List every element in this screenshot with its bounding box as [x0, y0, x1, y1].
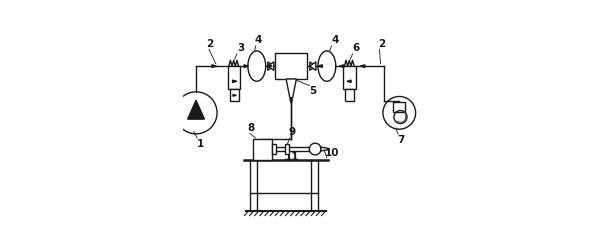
- Bar: [272, 144, 276, 154]
- Text: 1: 1: [197, 138, 205, 149]
- Bar: [343, 66, 356, 90]
- Polygon shape: [268, 65, 272, 67]
- Text: 10: 10: [325, 148, 339, 158]
- Polygon shape: [233, 80, 237, 82]
- Polygon shape: [244, 65, 248, 67]
- Text: 5: 5: [310, 86, 317, 96]
- Ellipse shape: [318, 51, 336, 81]
- Polygon shape: [188, 100, 205, 119]
- Text: 4: 4: [254, 35, 262, 45]
- Bar: [227, 66, 241, 90]
- Text: 11: 11: [285, 152, 299, 162]
- Bar: [230, 90, 239, 101]
- Polygon shape: [347, 80, 351, 82]
- Bar: [275, 53, 307, 79]
- Polygon shape: [212, 65, 217, 67]
- Polygon shape: [233, 94, 236, 96]
- Polygon shape: [286, 79, 296, 98]
- Polygon shape: [321, 147, 328, 151]
- Polygon shape: [339, 65, 344, 67]
- Text: 9: 9: [289, 127, 296, 137]
- Bar: [253, 138, 272, 160]
- Bar: [345, 90, 354, 101]
- Text: 4: 4: [332, 35, 339, 45]
- Polygon shape: [268, 62, 274, 70]
- Polygon shape: [310, 62, 316, 70]
- Text: 3: 3: [237, 43, 244, 53]
- Text: 2: 2: [206, 39, 214, 49]
- Text: 7: 7: [397, 135, 404, 145]
- Polygon shape: [310, 62, 316, 70]
- Bar: [285, 144, 289, 154]
- Circle shape: [310, 143, 321, 155]
- Polygon shape: [360, 65, 365, 67]
- Text: 8: 8: [247, 123, 254, 133]
- Ellipse shape: [248, 51, 266, 81]
- Text: 6: 6: [353, 43, 360, 53]
- Polygon shape: [290, 99, 293, 103]
- Polygon shape: [268, 62, 274, 70]
- Polygon shape: [318, 65, 322, 67]
- Text: 2: 2: [378, 39, 386, 49]
- Bar: [394, 102, 405, 112]
